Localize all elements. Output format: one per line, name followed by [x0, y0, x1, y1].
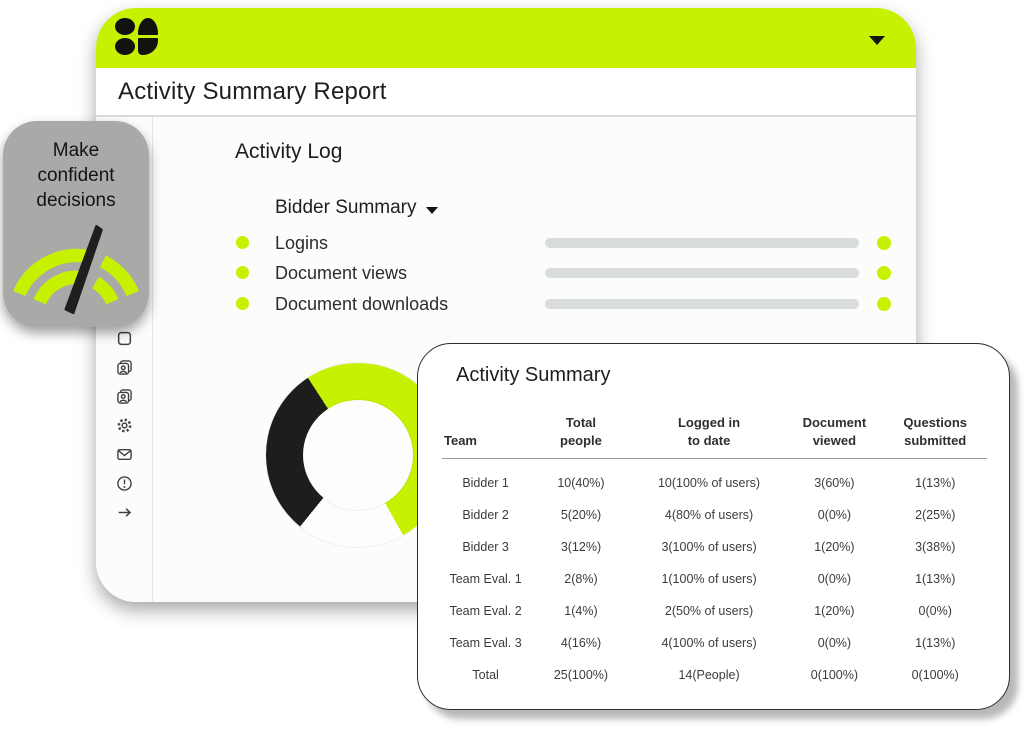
- log-row-document-downloads: Document downloads: [153, 292, 916, 316]
- table-header-row: Team Total people Logged in to date Docume…: [442, 414, 987, 460]
- cell-team: Bidder 1: [462, 476, 509, 491]
- section-heading: Activity Log: [235, 140, 343, 163]
- settings-gear-icon[interactable]: [116, 417, 133, 434]
- status-dot-icon: [877, 266, 891, 280]
- cell-team: Bidder 3: [462, 540, 509, 555]
- cell-logged-in: 1(100% of users): [661, 572, 757, 587]
- log-row-label: Logins: [275, 233, 329, 253]
- bullet-dot-icon: [236, 266, 249, 279]
- gauge-needle: [64, 225, 103, 315]
- cell-total-people: 3(12%): [560, 540, 602, 555]
- app-header-bar: [96, 8, 916, 68]
- status-dot-icon: [877, 236, 891, 250]
- cell-questions-submitted: 0(100%): [911, 668, 959, 683]
- cell-team: Total: [472, 668, 499, 683]
- cell-team: Team Eval. 2: [449, 604, 522, 619]
- log-row-logins: Logins: [153, 231, 916, 255]
- stack-icon[interactable]: [116, 330, 133, 347]
- cell-team: Team Eval. 3: [449, 636, 522, 651]
- status-dot-icon: [877, 297, 891, 311]
- cell-total-people: 2(8%): [564, 572, 598, 587]
- bullet-dot-icon: [236, 297, 249, 310]
- cell-logged-in: 4(100% of users): [661, 636, 757, 651]
- cell-total-people: 4(16%): [560, 636, 602, 651]
- cell-questions-submitted: 3(38%): [915, 540, 956, 555]
- dropdown-label: Bidder Summary: [275, 197, 417, 218]
- col-header-team: Team: [442, 414, 530, 460]
- skeleton-bar: [545, 238, 859, 248]
- log-row-label: Document views: [275, 263, 408, 283]
- log-row-label: Document downloads: [275, 294, 449, 314]
- brand-logo-icon: [115, 18, 158, 56]
- bidder-summary-dropdown[interactable]: Bidder Summary: [275, 197, 438, 219]
- card-title: Activity Summary: [456, 364, 611, 386]
- cell-questions-submitted: 1(13%): [915, 572, 956, 587]
- cell-document-viewed: 0(0%): [817, 636, 852, 651]
- arrow-right-icon[interactable]: [116, 504, 133, 521]
- logo-shape: [138, 18, 158, 35]
- skeleton-bar: [545, 299, 859, 309]
- cell-team: Bidder 2: [462, 508, 509, 523]
- logo-shape: [138, 38, 158, 55]
- cell-logged-in: 2(50% of users): [664, 604, 754, 619]
- cell-document-viewed: 3(60%): [814, 476, 855, 491]
- cell-logged-in: 14(People): [678, 668, 740, 683]
- cell-document-viewed: 1(20%): [814, 604, 855, 619]
- cell-team: Team Eval. 1: [449, 572, 522, 587]
- table-row: Team Eval. 2 1(4%) 2(50% of users) 1(20%…: [442, 595, 987, 627]
- activity-summary-card: Activity Summary Team Total people Logged…: [417, 343, 1010, 710]
- cell-questions-submitted: 1(13%): [915, 476, 956, 491]
- tagline-badge: Make confident decisions: [3, 121, 149, 327]
- table-row: Bidder 1 10(40%) 10(100% of users) 3(60%…: [442, 459, 987, 500]
- gauge-icon: [13, 225, 139, 315]
- table-total-row: Total 25(100%) 14(People) 0(100%) 0(100%…: [442, 659, 987, 691]
- page-title: Activity Summary Report: [118, 77, 387, 105]
- tagline-text: Make confident decisions: [3, 121, 149, 213]
- cell-total-people: 5(20%): [560, 508, 602, 523]
- skeleton-bar: [545, 268, 859, 278]
- logo-shape: [115, 18, 135, 35]
- cell-total-people: 25(100%): [553, 668, 609, 683]
- cell-document-viewed: 0(0%): [817, 508, 852, 523]
- col-header-questions-submitted: Questions submitted: [883, 414, 987, 460]
- alert-icon[interactable]: [116, 475, 133, 492]
- logo-shape: [115, 38, 135, 55]
- cell-document-viewed: 0(0%): [817, 572, 852, 587]
- col-header-document-viewed: Document viewed: [785, 414, 884, 460]
- cell-logged-in: 4(80% of users): [664, 508, 754, 523]
- chevron-down-icon: [425, 206, 438, 214]
- cell-document-viewed: 0(100%): [810, 668, 858, 683]
- table-row: Team Eval. 3 4(16%) 4(100% of users) 0(0…: [442, 627, 987, 659]
- cell-questions-submitted: 2(25%): [915, 508, 956, 523]
- header-dropdown-caret-icon[interactable]: [869, 36, 885, 45]
- activity-summary-table: Team Total people Logged in to date Docume…: [442, 414, 987, 691]
- cell-total-people: 10(40%): [557, 476, 605, 491]
- cell-questions-submitted: 0(0%): [918, 604, 952, 619]
- log-row-document-views: Document views: [153, 261, 916, 285]
- user-card-icon[interactable]: [116, 388, 133, 405]
- cell-questions-submitted: 1(13%): [915, 636, 956, 651]
- tagline-line: Make: [52, 140, 100, 161]
- sidebar-icon-column: [96, 330, 152, 521]
- tagline-line: decisions: [36, 190, 116, 211]
- cell-document-viewed: 1(20%): [814, 540, 855, 555]
- sidebar: [96, 117, 153, 602]
- tagline-line: confident: [37, 165, 115, 186]
- cell-total-people: 1(4%): [564, 604, 598, 619]
- contacts-icon[interactable]: [116, 359, 133, 376]
- mail-icon[interactable]: [116, 446, 133, 463]
- cell-logged-in: 10(100% of users): [657, 476, 761, 491]
- table-row: Team Eval. 1 2(8%) 1(100% of users) 0(0%…: [442, 563, 987, 595]
- col-header-logged-in: Logged in to date: [632, 414, 786, 460]
- report-title-bar: Activity Summary Report: [96, 68, 916, 117]
- table-row: Bidder 2 5(20%) 4(80% of users) 0(0%) 2(…: [442, 499, 987, 531]
- bullet-dot-icon: [236, 236, 249, 249]
- cell-logged-in: 3(100% of users): [661, 540, 757, 555]
- table-row: Bidder 3 3(12%) 3(100% of users) 1(20%) …: [442, 531, 987, 563]
- col-header-total-people: Total people: [529, 414, 633, 460]
